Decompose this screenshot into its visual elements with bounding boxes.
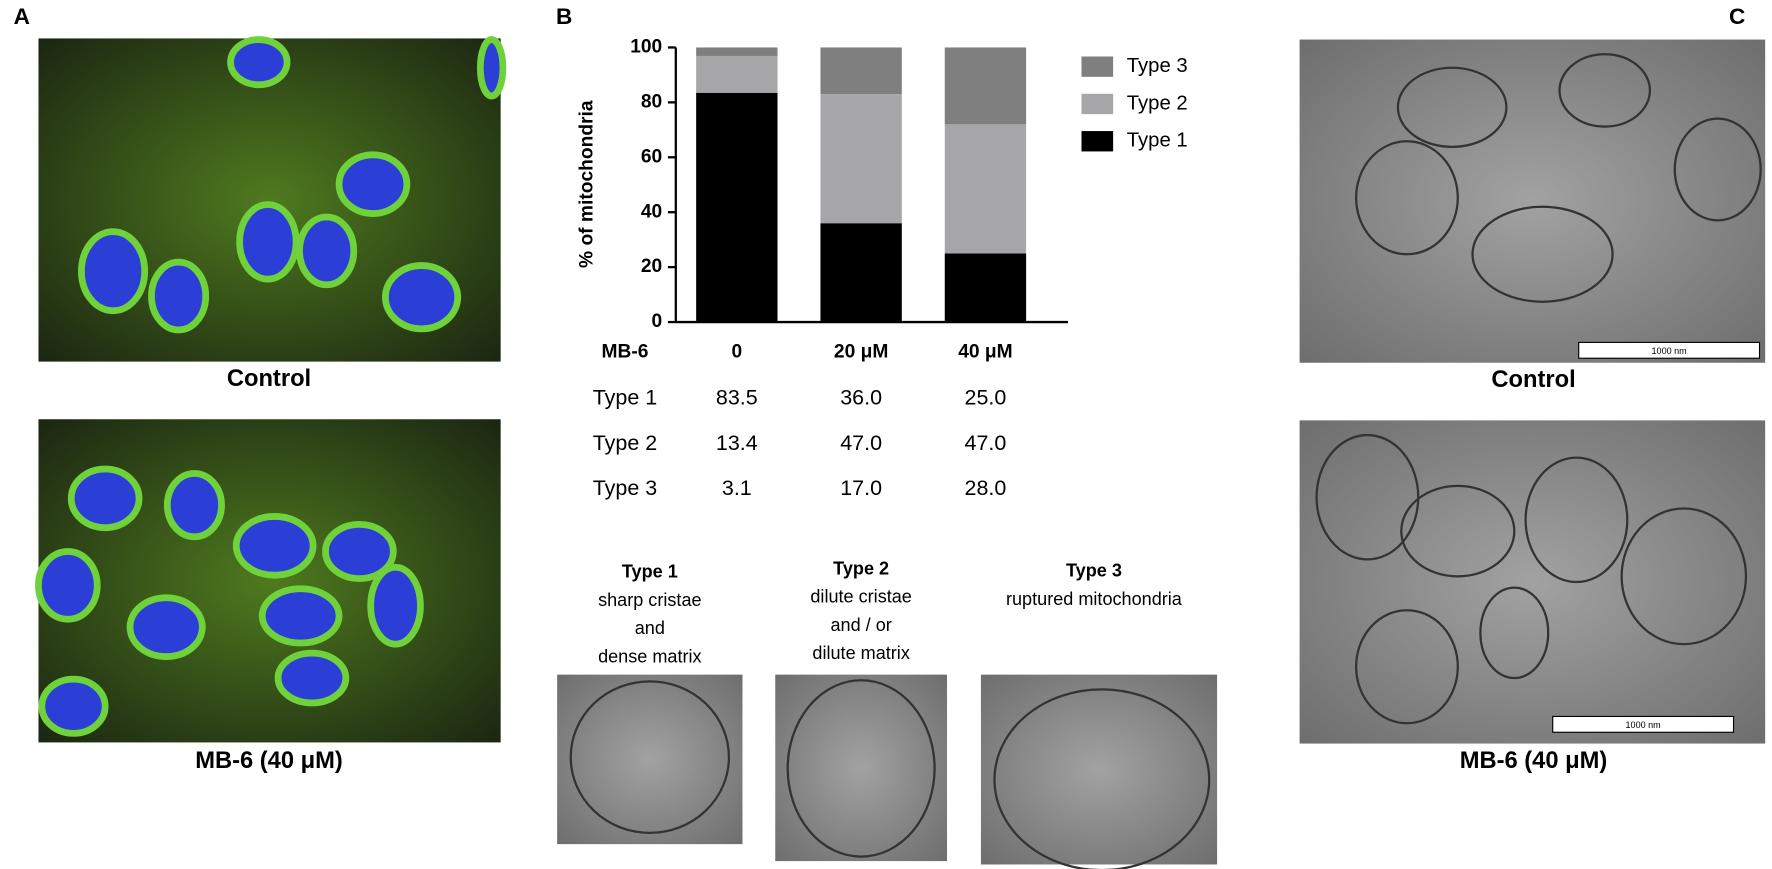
y-axis-label: % of mitochondria [577, 100, 598, 268]
type-description: and / or [830, 615, 891, 635]
type-description: dilute cristae [810, 587, 912, 607]
x-tick-label: 0 [731, 342, 742, 363]
table-row-label: Type 1 [593, 386, 657, 410]
type-description: dilute matrix [812, 643, 909, 663]
table-cell: 17.0 [840, 476, 882, 500]
type-description: dense matrix [598, 646, 702, 666]
type-description: and [635, 618, 665, 638]
bar-segment [944, 124, 1027, 254]
legend-swatch [1081, 93, 1114, 115]
legend-label: Type 3 [1127, 55, 1188, 77]
panel-label: A [14, 4, 30, 29]
table-cell: 83.5 [716, 386, 758, 410]
caption: Control [227, 366, 311, 392]
y-tick-label: 0 [652, 311, 663, 332]
fluorescence-images [35, 36, 507, 743]
y-tick-label: 40 [641, 201, 662, 222]
panel-label: B [556, 4, 572, 29]
table-cell: 25.0 [965, 386, 1007, 410]
y-tick-label: 80 [641, 91, 662, 112]
bar-segment [696, 47, 778, 56]
scale-bar-label: 1000 nm [1626, 720, 1661, 730]
x-tick-label: 20 μM [834, 342, 888, 363]
caption: MB-6 (40 μM) [195, 748, 343, 774]
bar-segment [820, 223, 902, 323]
type-title: Type 3 [1066, 561, 1122, 581]
table-cell: 13.4 [716, 431, 758, 455]
table-cell: 47.0 [965, 431, 1007, 455]
legend-label: Type 2 [1127, 92, 1188, 114]
table-cell: 36.0 [840, 386, 882, 410]
table-row-label: Type 3 [593, 476, 657, 500]
bar-segment [944, 47, 1027, 125]
y-tick-label: 60 [641, 146, 662, 167]
table-cell: 28.0 [965, 476, 1007, 500]
table-cell: 47.0 [840, 431, 882, 455]
panel-label: C [1729, 4, 1745, 29]
bar-segment [820, 47, 902, 95]
x-tick-label: 40 μM [958, 342, 1012, 363]
legend-label: Type 1 [1127, 130, 1188, 152]
legend-swatch [1081, 56, 1114, 77]
bar-segment [820, 94, 902, 224]
scale-bar-label: 1000 nm [1652, 346, 1687, 356]
table-row-label: Type 2 [593, 431, 657, 455]
em-images [557, 39, 1766, 869]
y-tick-label: 100 [630, 37, 662, 58]
caption: Control [1491, 367, 1575, 393]
legend-swatch [1081, 131, 1114, 152]
type-description: ruptured mitochondria [1006, 589, 1183, 609]
x-axis-label: MB-6 [601, 342, 648, 363]
caption: MB-6 (40 μM) [1460, 748, 1608, 774]
type-title: Type 2 [833, 558, 889, 578]
type-title: Type 1 [622, 562, 678, 582]
y-tick-label: 20 [641, 256, 662, 277]
table-cell: 3.1 [722, 476, 752, 500]
type-description: sharp cristae [598, 590, 702, 610]
bar-segment [696, 55, 778, 93]
bar-segment [944, 253, 1027, 323]
bar-segment [696, 92, 778, 323]
